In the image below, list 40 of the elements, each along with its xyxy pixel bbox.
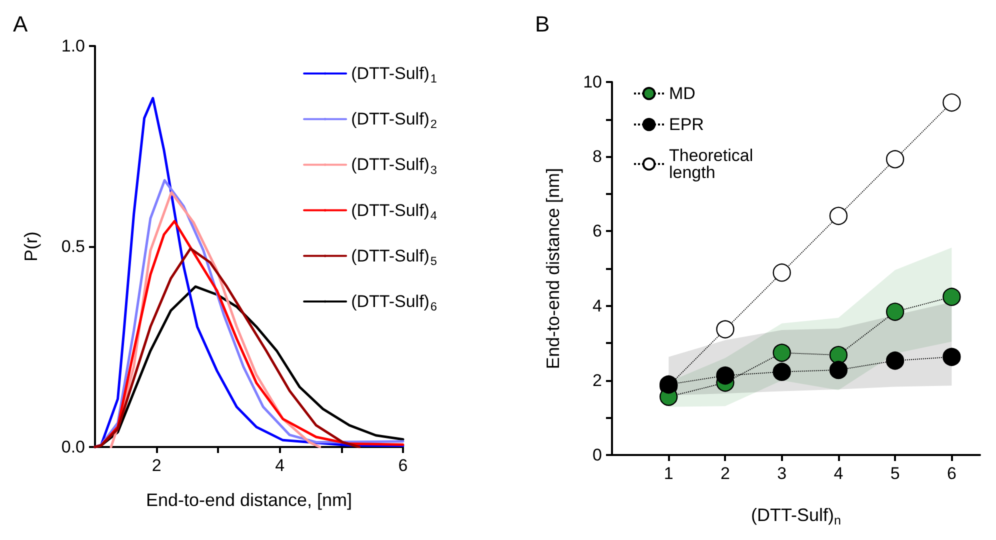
y-tick-label: 6 xyxy=(592,222,602,241)
point xyxy=(772,344,791,362)
y-tick-label: 0.0 xyxy=(61,438,85,456)
point xyxy=(942,288,961,306)
point xyxy=(772,362,791,381)
y-tick-label: 1.0 xyxy=(61,36,85,56)
y-tick-label: 0 xyxy=(592,446,602,464)
x-tick-label: 2 xyxy=(152,456,162,475)
legend-label: EPR xyxy=(669,115,704,134)
y-tick-label: 4 xyxy=(592,296,602,316)
point xyxy=(942,93,961,112)
y-tick-label: 8 xyxy=(592,147,602,166)
point xyxy=(886,150,904,168)
y-axis-title: End-to-end distance [nm] xyxy=(543,168,563,370)
y-tick-label: 2 xyxy=(592,370,602,390)
x-tick-label: 3 xyxy=(777,464,787,483)
point xyxy=(942,348,961,366)
point xyxy=(716,366,734,385)
point xyxy=(886,302,904,321)
x-tick-label: 4 xyxy=(834,464,844,483)
x-axis-title: End-to-end distance, [nm] xyxy=(146,490,352,510)
point xyxy=(716,320,734,338)
chart-title: A xyxy=(13,12,28,36)
x-tick-label: 6 xyxy=(946,464,956,483)
point xyxy=(886,352,904,370)
x-tick-label: 1 xyxy=(664,464,674,483)
legend-label: MD xyxy=(669,84,696,103)
y-axis-title: P(r) xyxy=(21,232,41,262)
x-tick-label: 2 xyxy=(720,464,730,483)
y-tick-label: 0.5 xyxy=(61,237,85,256)
x-tick-label: 5 xyxy=(890,464,900,483)
legend-label: Theoretical length xyxy=(669,146,758,182)
point xyxy=(829,346,848,364)
chart-title: B xyxy=(535,12,550,36)
point xyxy=(829,206,848,225)
x-tick-label: 6 xyxy=(398,456,408,475)
x-tick-label: 4 xyxy=(275,456,285,475)
point xyxy=(772,264,791,282)
point xyxy=(829,360,848,380)
y-tick-label: 10 xyxy=(583,72,602,92)
